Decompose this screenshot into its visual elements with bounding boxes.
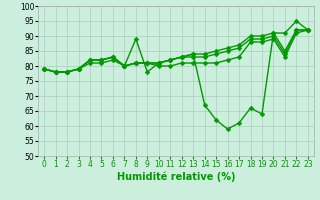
X-axis label: Humidité relative (%): Humidité relative (%): [117, 172, 235, 182]
